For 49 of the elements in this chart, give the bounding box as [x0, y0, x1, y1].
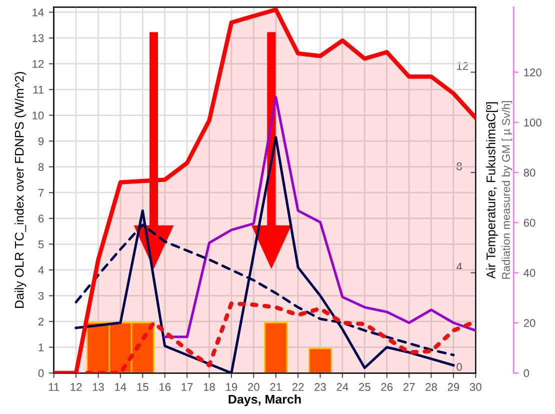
y3-tick-label: 100	[524, 118, 542, 126]
x-tick-label: 15	[137, 383, 148, 391]
y3-tick-label: 20	[524, 319, 536, 328]
y-tick-label: 0	[38, 369, 44, 378]
y-tick-label: 12	[32, 60, 44, 68]
line-series	[164, 96, 476, 338]
x-tick-label: 25	[359, 383, 370, 391]
x-tick-label: 24	[336, 383, 348, 391]
x-tick-label: 14	[115, 383, 126, 391]
x-tick-label: 21	[270, 383, 282, 391]
x-tick-label: 30	[470, 383, 482, 391]
x-tick-label: 22	[292, 383, 304, 391]
y-tick-label: 3	[38, 292, 44, 300]
x-tick-label: 23	[314, 383, 326, 391]
y-tick-label: 14	[32, 8, 44, 16]
x-tick-label: 13	[92, 383, 104, 391]
x-tick-label: 11	[48, 383, 60, 391]
y-tick-label: 4	[38, 266, 44, 274]
y-axis-title: Daily OLR TC_index over FDNPS (W/m^2)	[14, 72, 26, 308]
x-tick-label: 16	[160, 383, 171, 391]
x-tick-label: 29	[448, 383, 460, 391]
y3-tick-label: 60	[524, 218, 536, 227]
line-series	[74, 136, 455, 374]
x-tick-label: 20	[248, 383, 260, 391]
y3-tick-label: 120	[524, 68, 542, 76]
x-tick-label: 27	[403, 383, 415, 391]
y-tick-label: 5	[38, 240, 44, 248]
y3-tick-label: 80	[524, 168, 536, 177]
y3-tick-label: 40	[524, 269, 536, 277]
x-tick-label: 19	[226, 383, 238, 391]
x-axis-title: Days, March	[228, 394, 301, 406]
x-tick-label: 26	[381, 383, 393, 391]
y3-axis-title: Radiation measured by GM [ µ Sv/h]	[502, 101, 512, 279]
y-tick-label: 13	[32, 34, 44, 42]
x-tick-label: 17	[182, 383, 193, 391]
y-tick-label: 1	[38, 344, 44, 352]
y2-axis-title: Air Temperature, FukushimaC[º]	[486, 102, 498, 279]
y-tick-label: 11	[33, 86, 44, 94]
x-tick-label: 28	[426, 383, 437, 391]
x-tick-label: 12	[70, 383, 82, 391]
y3-tick-label: 0	[524, 369, 530, 378]
y-tick-label: 7	[38, 188, 44, 197]
y-tick-label: 9	[38, 137, 44, 146]
x-tick-label: 18	[204, 383, 215, 391]
y2-tick-label: 0	[456, 362, 462, 371]
y-tick-label: 8	[38, 163, 44, 171]
y-tick-label: 10	[32, 112, 44, 120]
y-tick-label: 6	[38, 214, 44, 223]
y-tick-label: 2	[38, 318, 44, 326]
